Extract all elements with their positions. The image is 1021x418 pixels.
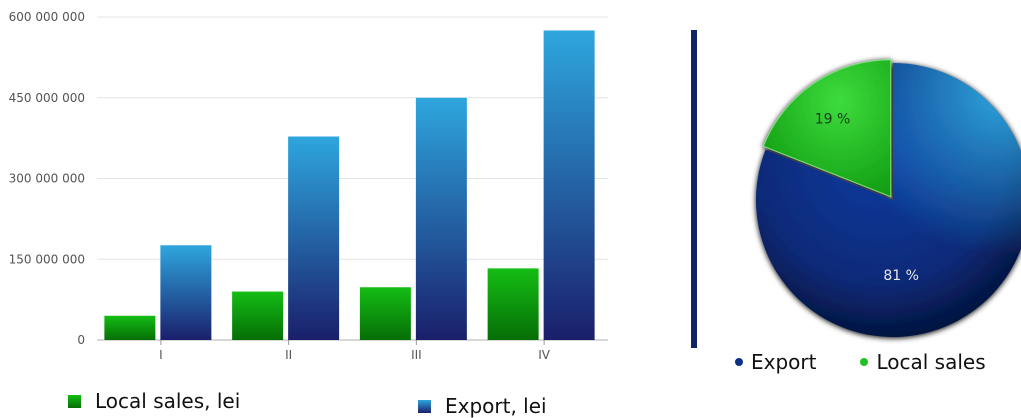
bar-local-sales — [232, 291, 284, 340]
pie-legend-dot-local-sales — [860, 358, 869, 366]
y-tick-label: 450 000 000 — [9, 91, 85, 105]
bar-local-sales — [487, 268, 539, 340]
pie-legend-item-export: Export — [735, 350, 816, 374]
pie-legend-label-local-sales: Local sales — [876, 350, 986, 374]
pie-slice-local-sales — [762, 59, 892, 198]
x-tick-label: I — [159, 348, 163, 362]
pie-label-export: 81 % — [883, 268, 919, 284]
pie-slice-local-sales-group: 19 % — [762, 59, 892, 198]
pie-slice-export-highlight — [756, 63, 1021, 337]
bar-export — [543, 30, 595, 340]
bar-local-sales — [359, 287, 411, 340]
x-tick-label: III — [411, 348, 422, 362]
y-tick-label: 150 000 000 — [9, 252, 85, 266]
pie-chart: 81 % 19 % — [756, 59, 1021, 337]
legend-item-export: Export, lei — [418, 394, 547, 418]
bar-local-sales — [104, 315, 156, 340]
pie-legend: Export Local sales — [735, 350, 986, 374]
y-tick-label: 600 000 000 — [9, 10, 85, 24]
bar-export — [160, 245, 212, 340]
pie-legend-label-export: Export — [751, 350, 817, 374]
legend-label-local-sales: Local sales, lei — [95, 389, 241, 413]
bar-export — [288, 136, 340, 340]
legend-swatch-local-sales — [68, 394, 81, 408]
x-tick-label: II — [285, 348, 292, 362]
pie-legend-dot-export — [735, 358, 743, 366]
x-tick-label: IV — [538, 348, 551, 362]
pie-label-local-sales: 19 % — [815, 112, 851, 128]
pie-legend-item-local-sales: Local sales — [860, 350, 986, 374]
pie-slice-export-group: 81 % — [756, 63, 1021, 337]
legend-label-export: Export, lei — [445, 394, 547, 418]
y-tick-label: 300 000 000 — [9, 172, 85, 186]
y-tick-label: 0 — [77, 333, 85, 347]
chart-divider — [691, 30, 697, 348]
legend-swatch-export — [418, 399, 431, 413]
bar-chart: 0 150 000 000 300 000 000 450 000 000 600 00… — [9, 10, 608, 362]
bar-export — [415, 97, 467, 340]
legend-item-local-sales: Local sales, lei — [68, 389, 240, 413]
